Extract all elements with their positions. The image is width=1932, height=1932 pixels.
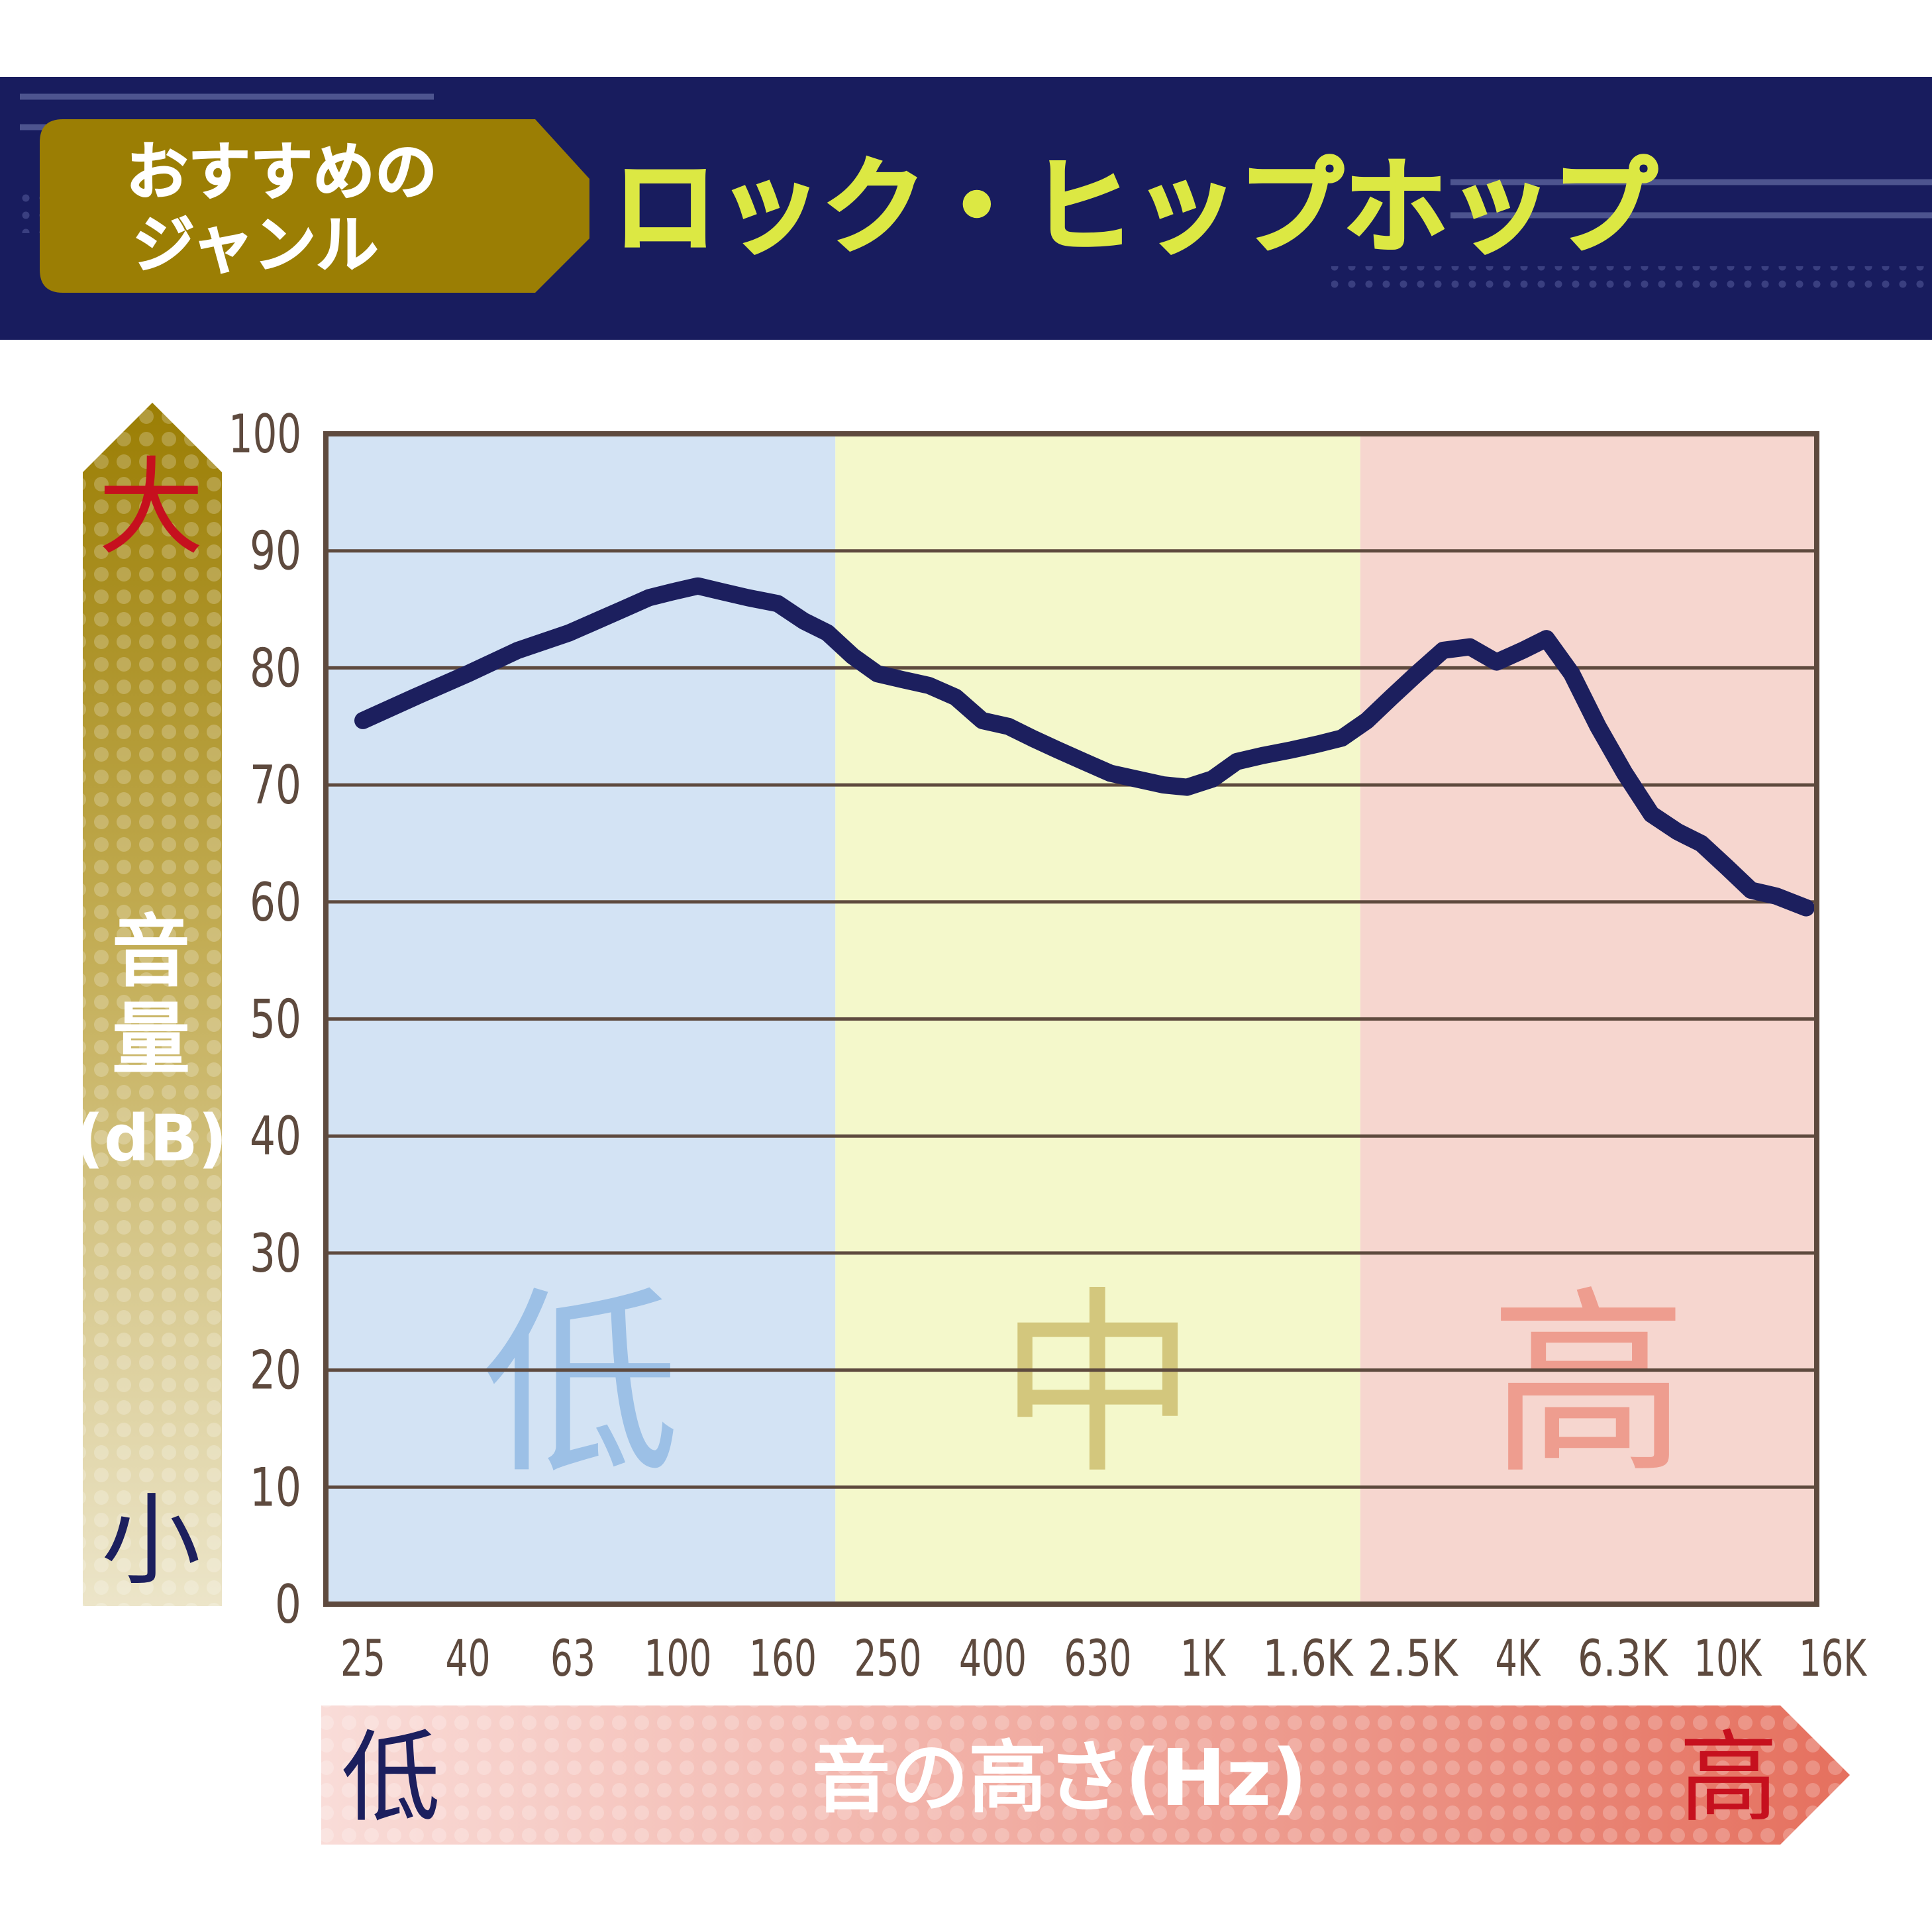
y-tick-label-0: 0 — [275, 1574, 301, 1635]
series-line — [354, 577, 1815, 917]
x-axis-arrow: 低 音の高さ(Hz) 高 — [321, 1705, 1850, 1845]
high-band-label: 高 — [1489, 1270, 1688, 1501]
y-tick-label-80: 80 — [250, 637, 301, 699]
x-tick-label-25: 25 — [340, 1629, 385, 1688]
y-tick-label-40: 40 — [250, 1105, 301, 1167]
y-axis-label-unit: (dB) — [75, 1101, 227, 1176]
x-tick-label-63: 63 — [550, 1629, 595, 1688]
badge-text-line2: ジャンル — [132, 209, 378, 281]
x-tick-label-4K: 4K — [1496, 1629, 1541, 1688]
y-axis-arrow-dots — [83, 403, 222, 1606]
x-axis-high-marker: 高 — [1679, 1721, 1778, 1836]
header-banner: おすすめの ジャンル ロック・ヒップホップ — [0, 77, 1932, 340]
x-tick-label-100: 100 — [644, 1629, 712, 1688]
y-tick-label-20: 20 — [250, 1340, 301, 1401]
gridlines — [326, 549, 1817, 1489]
genre-badge — [40, 119, 589, 293]
genre-title: ロック・ヒップホップ — [613, 147, 1657, 269]
x-tick-label-10K: 10K — [1694, 1629, 1763, 1688]
plot-area: 低 中 高 0 10 20 30 40 50 60 70 80 90 100 25 40 63 100 16… — [229, 403, 1868, 1688]
mid-band-label: 中 — [999, 1270, 1197, 1501]
x-tick-label-16K: 16K — [1799, 1629, 1868, 1688]
x-tick-label-400: 400 — [959, 1629, 1027, 1688]
x-axis-label: 音の高さ(Hz) — [812, 1732, 1307, 1823]
y-axis-arrow: 大 音 量 (dB) 小 — [75, 403, 227, 1606]
y-tick-label-30: 30 — [250, 1223, 301, 1284]
y-axis-label-char1: 音 — [112, 906, 190, 997]
y-axis-high-marker: 大 — [98, 446, 204, 570]
x-tick-labels: 25 40 63 100 160 250 400 630 1K 1.6K 2.5K 4K 6.3K 10K… — [340, 1629, 1868, 1688]
x-tick-label-1K: 1K — [1180, 1629, 1226, 1688]
y-tick-label-60: 60 — [250, 872, 301, 933]
x-tick-label-1.6K: 1.6K — [1263, 1629, 1354, 1688]
y-axis-low-marker: 小 — [101, 1484, 201, 1599]
y-axis-label-char2: 量 — [112, 993, 190, 1085]
x-tick-label-160: 160 — [749, 1629, 817, 1688]
y-tick-label-100: 100 — [229, 403, 301, 465]
header-dot-pattern-right — [1331, 266, 1932, 293]
x-tick-label-6.3K: 6.3K — [1578, 1629, 1669, 1688]
x-tick-label-250: 250 — [854, 1629, 922, 1688]
x-tick-label-630: 630 — [1064, 1629, 1132, 1688]
plot-frame — [323, 431, 1819, 1607]
x-axis-arrow-dots — [321, 1705, 1850, 1845]
low-band-label: 低 — [482, 1270, 680, 1501]
y-tick-label-70: 70 — [250, 754, 301, 816]
x-axis-low-marker: 低 — [341, 1721, 440, 1836]
y-tick-label-90: 90 — [250, 521, 301, 582]
y-tick-labels: 0 10 20 30 40 50 60 70 80 90 100 — [229, 403, 301, 1635]
x-tick-label-40: 40 — [446, 1629, 491, 1688]
y-tick-label-50: 50 — [250, 989, 301, 1050]
badge-text-line1: おすすめの — [126, 136, 437, 209]
y-tick-label-10: 10 — [250, 1456, 301, 1518]
x-tick-label-2.5K: 2.5K — [1368, 1629, 1459, 1688]
